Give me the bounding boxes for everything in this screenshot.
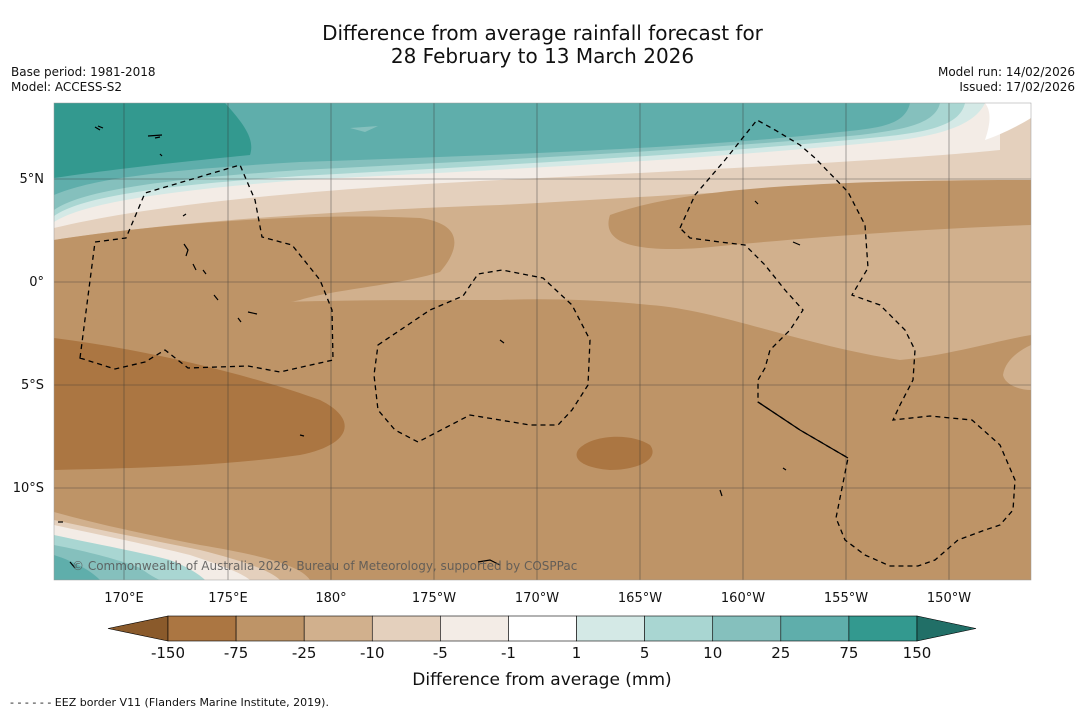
colorbar-tick-label: 5: [640, 644, 650, 662]
colorbar-tick-label: 1: [572, 644, 582, 662]
colorbar-segment: [712, 615, 782, 642]
colorbar-segment: [167, 615, 237, 642]
colorbar-tick-label: 25: [771, 644, 790, 662]
colorbar-tick-label: 150: [903, 644, 932, 662]
colorbar-tick-label: -5: [433, 644, 448, 662]
eez-tuvalu: [79, 164, 334, 373]
colorbar-segment: [371, 615, 441, 642]
field-minus75-northeast: [608, 180, 1031, 250]
colorbar-segment: [780, 615, 850, 642]
colorbar-tick-label: -10: [360, 644, 385, 662]
colorbar-tick-label: -150: [151, 644, 185, 662]
colorbar-segment: [508, 615, 577, 642]
lat-label: 0°: [29, 275, 44, 290]
lon-label: 170°E: [104, 591, 144, 606]
colorbar-arrow-right: [916, 615, 977, 642]
colorbar-tick-label: -1: [501, 644, 516, 662]
field-minus150-central: [576, 436, 653, 470]
graticule: [54, 103, 1031, 580]
colorbar-segment: [848, 615, 918, 642]
lon-label: 165°W: [618, 591, 662, 606]
colorbar-tick-label: -25: [292, 644, 317, 662]
colorbar-segment: [303, 615, 373, 642]
model-run: Model run: 14/02/2026: [937, 65, 1075, 79]
lat-labels: 5°N 0° 5°S 10°S: [13, 172, 44, 496]
eez-cook-islands: [679, 119, 1016, 567]
colorbar-label: Difference from average (mm): [412, 670, 671, 690]
lat-label: 5°S: [21, 378, 44, 393]
colorbar-segment: [644, 615, 714, 642]
colorbar-tick-label: 10: [703, 644, 722, 662]
lon-label: 170°W: [515, 591, 559, 606]
map-title-line2: 28 February to 13 March 2026: [390, 44, 695, 68]
eez-legend: - - - - - - EEZ border V11 (Flanders Mar…: [10, 696, 329, 709]
field-minus150-west: [54, 338, 345, 470]
eez-solid-segment: [757, 401, 849, 459]
colorbar: -150 -75 -25 -10 -5 -1 1 5 10 25 75 150: [107, 615, 977, 662]
band-south-75: [54, 555, 100, 580]
base-period: Base period: 1981-2018: [11, 65, 156, 79]
lon-label: 155°W: [824, 591, 868, 606]
colorbar-segment: [440, 615, 509, 642]
teal-patch: [350, 126, 378, 132]
lon-labels: 170°E 175°E 180° 175°W 170°W 165°W 160°W…: [104, 591, 971, 606]
colorbar-tick-label: -75: [224, 644, 249, 662]
model-name: Model: ACCESS-S2: [11, 80, 123, 94]
lon-label: 175°W: [412, 591, 456, 606]
eez-samoa: [373, 269, 591, 443]
lon-label: 150°W: [927, 591, 971, 606]
lon-label: 180°: [315, 591, 346, 606]
rainfall-map: © Commonwealth of Australia 2026, Bureau…: [54, 103, 1031, 580]
colorbar-arrow-left: [107, 615, 169, 642]
map-copyright: © Commonwealth of Australia 2026, Bureau…: [72, 559, 577, 573]
lat-label: 5°N: [20, 172, 45, 187]
map-frame: [53, 102, 1032, 581]
colorbar-segment: [235, 615, 305, 642]
lon-label: 175°E: [208, 591, 248, 606]
lat-label: 10°S: [13, 481, 44, 496]
field-minus25-east: [1003, 345, 1031, 390]
band-north-75: [54, 103, 910, 195]
map-title-line1: Difference from average rainfall forecas…: [322, 21, 763, 45]
lon-label: 160°W: [721, 591, 765, 606]
field-zero-ne: [985, 103, 1031, 140]
islands: [58, 125, 801, 569]
colorbar-tick-label: 75: [839, 644, 858, 662]
issued-date: Issued: 17/02/2026: [959, 80, 1075, 94]
field-minus75-south: [54, 299, 1031, 580]
eez-borders: [79, 119, 1016, 567]
colorbar-segment: [576, 615, 645, 642]
band-north-150: [54, 103, 252, 178]
